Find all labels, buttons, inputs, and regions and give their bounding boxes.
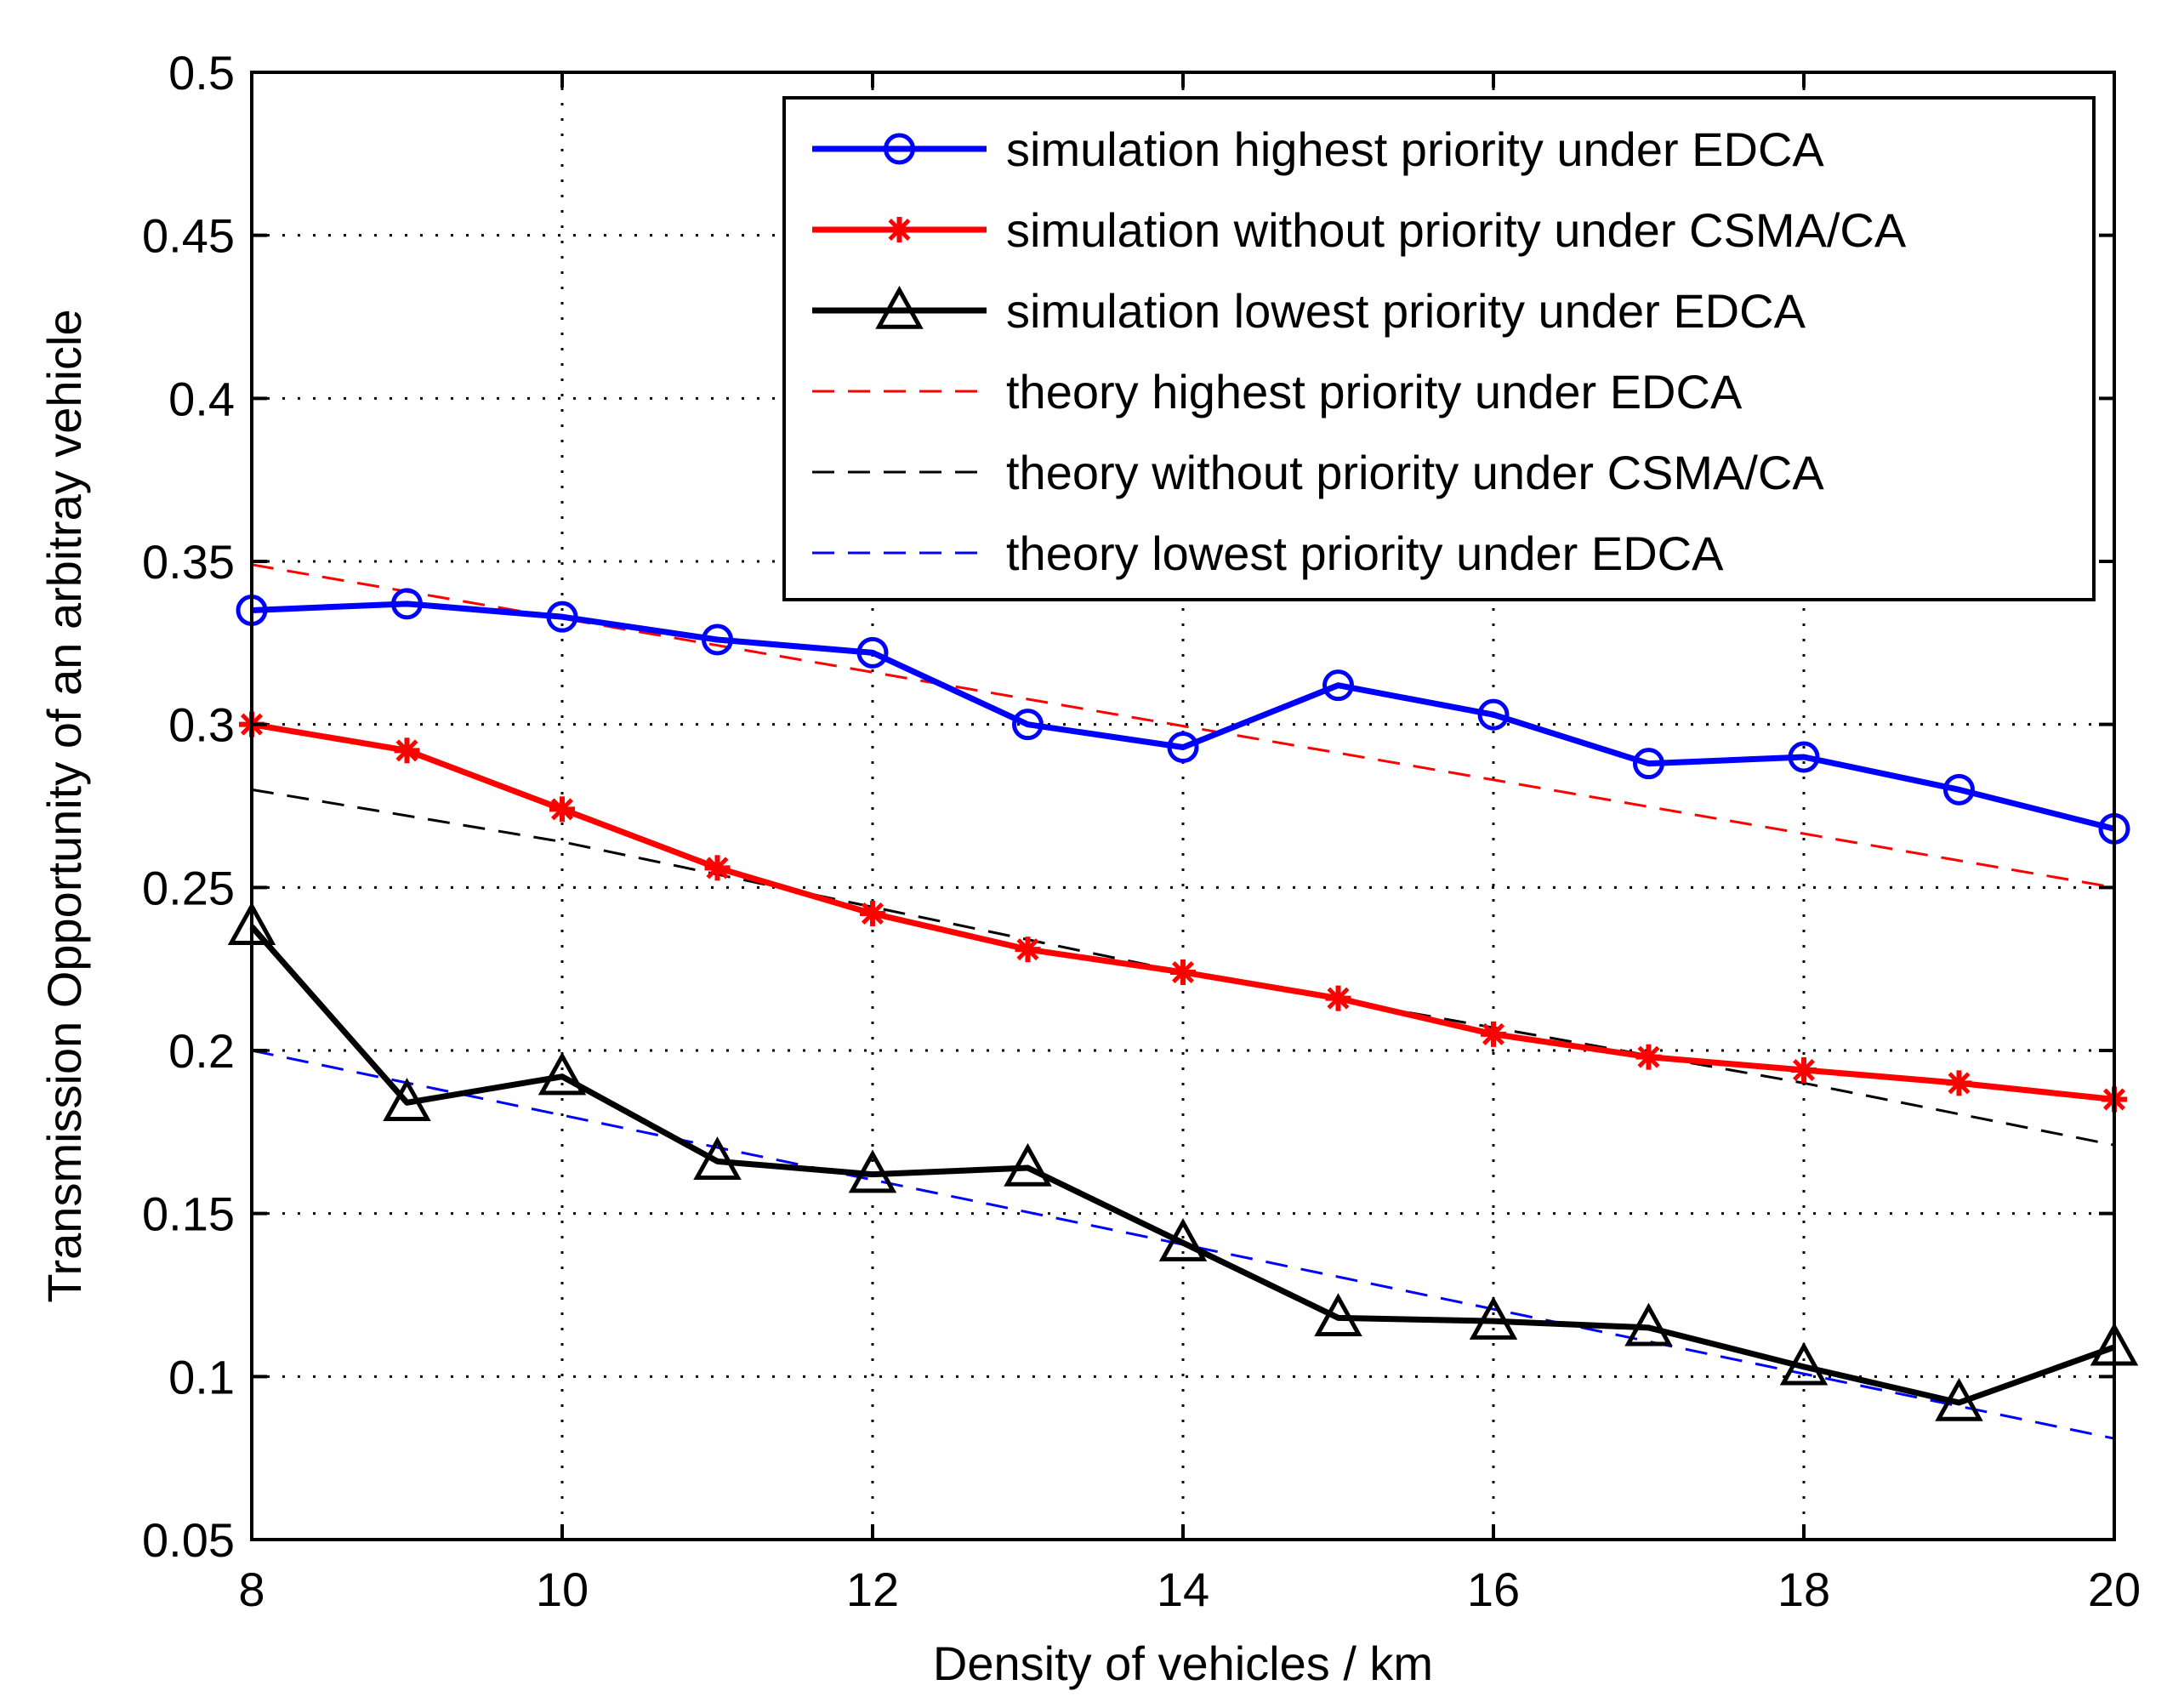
legend-entry: simulation lowest priority under EDCA bbox=[812, 284, 1806, 338]
triangle-marker bbox=[1779, 1341, 1829, 1386]
triangle-marker bbox=[693, 1136, 742, 1181]
star-marker bbox=[1015, 937, 1041, 963]
star-marker-stroke bbox=[1171, 960, 1195, 984]
star-marker-stroke bbox=[1948, 1072, 1971, 1095]
series-line bbox=[251, 1049, 2115, 1440]
triangle-marker bbox=[537, 1051, 587, 1096]
series-line bbox=[249, 925, 2116, 1406]
series-line bbox=[251, 601, 2115, 832]
star-marker bbox=[394, 737, 420, 764]
triangle-marker bbox=[1624, 1302, 1673, 1346]
y-tick-label: 0.05 bbox=[142, 1513, 235, 1567]
y-tick-label: 0.5 bbox=[168, 46, 235, 100]
star-marker-stroke bbox=[550, 798, 574, 821]
star-marker bbox=[860, 901, 885, 926]
circle-marker bbox=[546, 601, 578, 633]
y-axis-label: Transmission Opportunity of an arbitray … bbox=[37, 309, 91, 1302]
x-tick-label: 12 bbox=[846, 1563, 899, 1616]
legend-label: simulation lowest priority under EDCA bbox=[1006, 284, 1806, 338]
star-marker-stroke bbox=[395, 739, 418, 762]
circle-marker bbox=[1477, 698, 1510, 731]
star-marker bbox=[1791, 1057, 1817, 1083]
circle-marker bbox=[1633, 748, 1664, 780]
y-tick-label: 0.45 bbox=[142, 209, 235, 263]
star-marker bbox=[549, 796, 575, 823]
y-tick-label: 0.35 bbox=[142, 535, 235, 589]
y-tick-label: 0.25 bbox=[142, 861, 235, 914]
star-marker-stroke bbox=[888, 218, 911, 242]
star-marker bbox=[886, 217, 913, 242]
circle-marker bbox=[1012, 709, 1044, 741]
star-marker bbox=[1325, 985, 1351, 1011]
y-tick-label: 0.3 bbox=[168, 698, 235, 752]
legend-label: theory lowest priority under EDCA bbox=[1006, 527, 1724, 580]
star-marker-stroke bbox=[1637, 1045, 1660, 1068]
triangle-marker bbox=[383, 1078, 431, 1122]
star-marker-stroke bbox=[706, 857, 729, 880]
legend-entry: simulation highest priority under EDCA bbox=[812, 122, 1824, 176]
triangle-marker bbox=[1004, 1142, 1052, 1187]
legend-entry: simulation without priority under CSMA/C… bbox=[812, 203, 1907, 257]
legend-label: simulation highest priority under EDCA bbox=[1006, 122, 1824, 176]
star-marker-stroke bbox=[1016, 938, 1039, 961]
triangle-marker bbox=[1314, 1293, 1362, 1337]
circle-marker bbox=[884, 133, 915, 165]
series-6 bbox=[251, 1049, 2115, 1440]
triangle-marker bbox=[848, 1149, 897, 1193]
x-tick-label: 16 bbox=[1467, 1563, 1520, 1616]
circle-marker bbox=[702, 623, 733, 656]
x-tick-label: 18 bbox=[1777, 1563, 1830, 1616]
x-tick-label: 8 bbox=[238, 1563, 264, 1616]
star-marker-stroke bbox=[1482, 1022, 1505, 1045]
triangle-marker bbox=[1935, 1377, 1983, 1421]
series-4 bbox=[251, 563, 2115, 889]
y-tick-label: 0.1 bbox=[168, 1350, 235, 1403]
circle-marker bbox=[1167, 732, 1199, 763]
star-marker bbox=[1946, 1070, 1972, 1096]
x-tick-label: 20 bbox=[2088, 1563, 2141, 1616]
legend-entry: theory highest priority under EDCA bbox=[812, 365, 1743, 418]
triangle-marker bbox=[875, 285, 924, 329]
circle-marker bbox=[856, 636, 889, 669]
circle-marker bbox=[1322, 669, 1354, 702]
legend-entry: theory without priority under CSMA/CA bbox=[812, 446, 1824, 499]
triangle-marker bbox=[1469, 1296, 1518, 1340]
circle-marker bbox=[1943, 773, 1975, 806]
star-marker bbox=[704, 855, 731, 881]
star-marker bbox=[1170, 959, 1196, 985]
legend-entry: theory lowest priority under EDCA bbox=[812, 527, 1724, 580]
y-tick-label: 0.15 bbox=[142, 1187, 235, 1241]
legend-label: theory without priority under CSMA/CA bbox=[1006, 446, 1824, 499]
star-marker-stroke bbox=[1792, 1058, 1816, 1082]
series-3 bbox=[227, 902, 2139, 1421]
legend-label: simulation without priority under CSMA/C… bbox=[1006, 203, 1907, 257]
series-line bbox=[251, 563, 2115, 889]
star-marker bbox=[1481, 1021, 1506, 1047]
legend-label: theory highest priority under EDCA bbox=[1006, 365, 1743, 418]
circle-marker bbox=[1788, 741, 1820, 773]
star-marker-stroke bbox=[1327, 987, 1350, 1010]
triangle-marker bbox=[1158, 1218, 1208, 1261]
y-tick-label: 0.4 bbox=[168, 372, 235, 425]
x-tick-label: 14 bbox=[1157, 1563, 1209, 1616]
legend: simulation highest priority under EDCA si… bbox=[782, 96, 2096, 601]
y-tick-label: 0.2 bbox=[168, 1024, 235, 1078]
star-marker-stroke bbox=[861, 902, 884, 925]
legend-box bbox=[782, 96, 2096, 601]
star-marker bbox=[1635, 1044, 1662, 1070]
circle-marker bbox=[391, 588, 423, 620]
x-axis-label: Density of vehicles / km bbox=[933, 1637, 1433, 1690]
x-tick-label: 10 bbox=[536, 1563, 589, 1616]
tick-layer: 8 10 12 14 16 18 20 0.05 0.1 0.15 0.2 0.25 0.3 0.35 0.… bbox=[142, 46, 2141, 1616]
